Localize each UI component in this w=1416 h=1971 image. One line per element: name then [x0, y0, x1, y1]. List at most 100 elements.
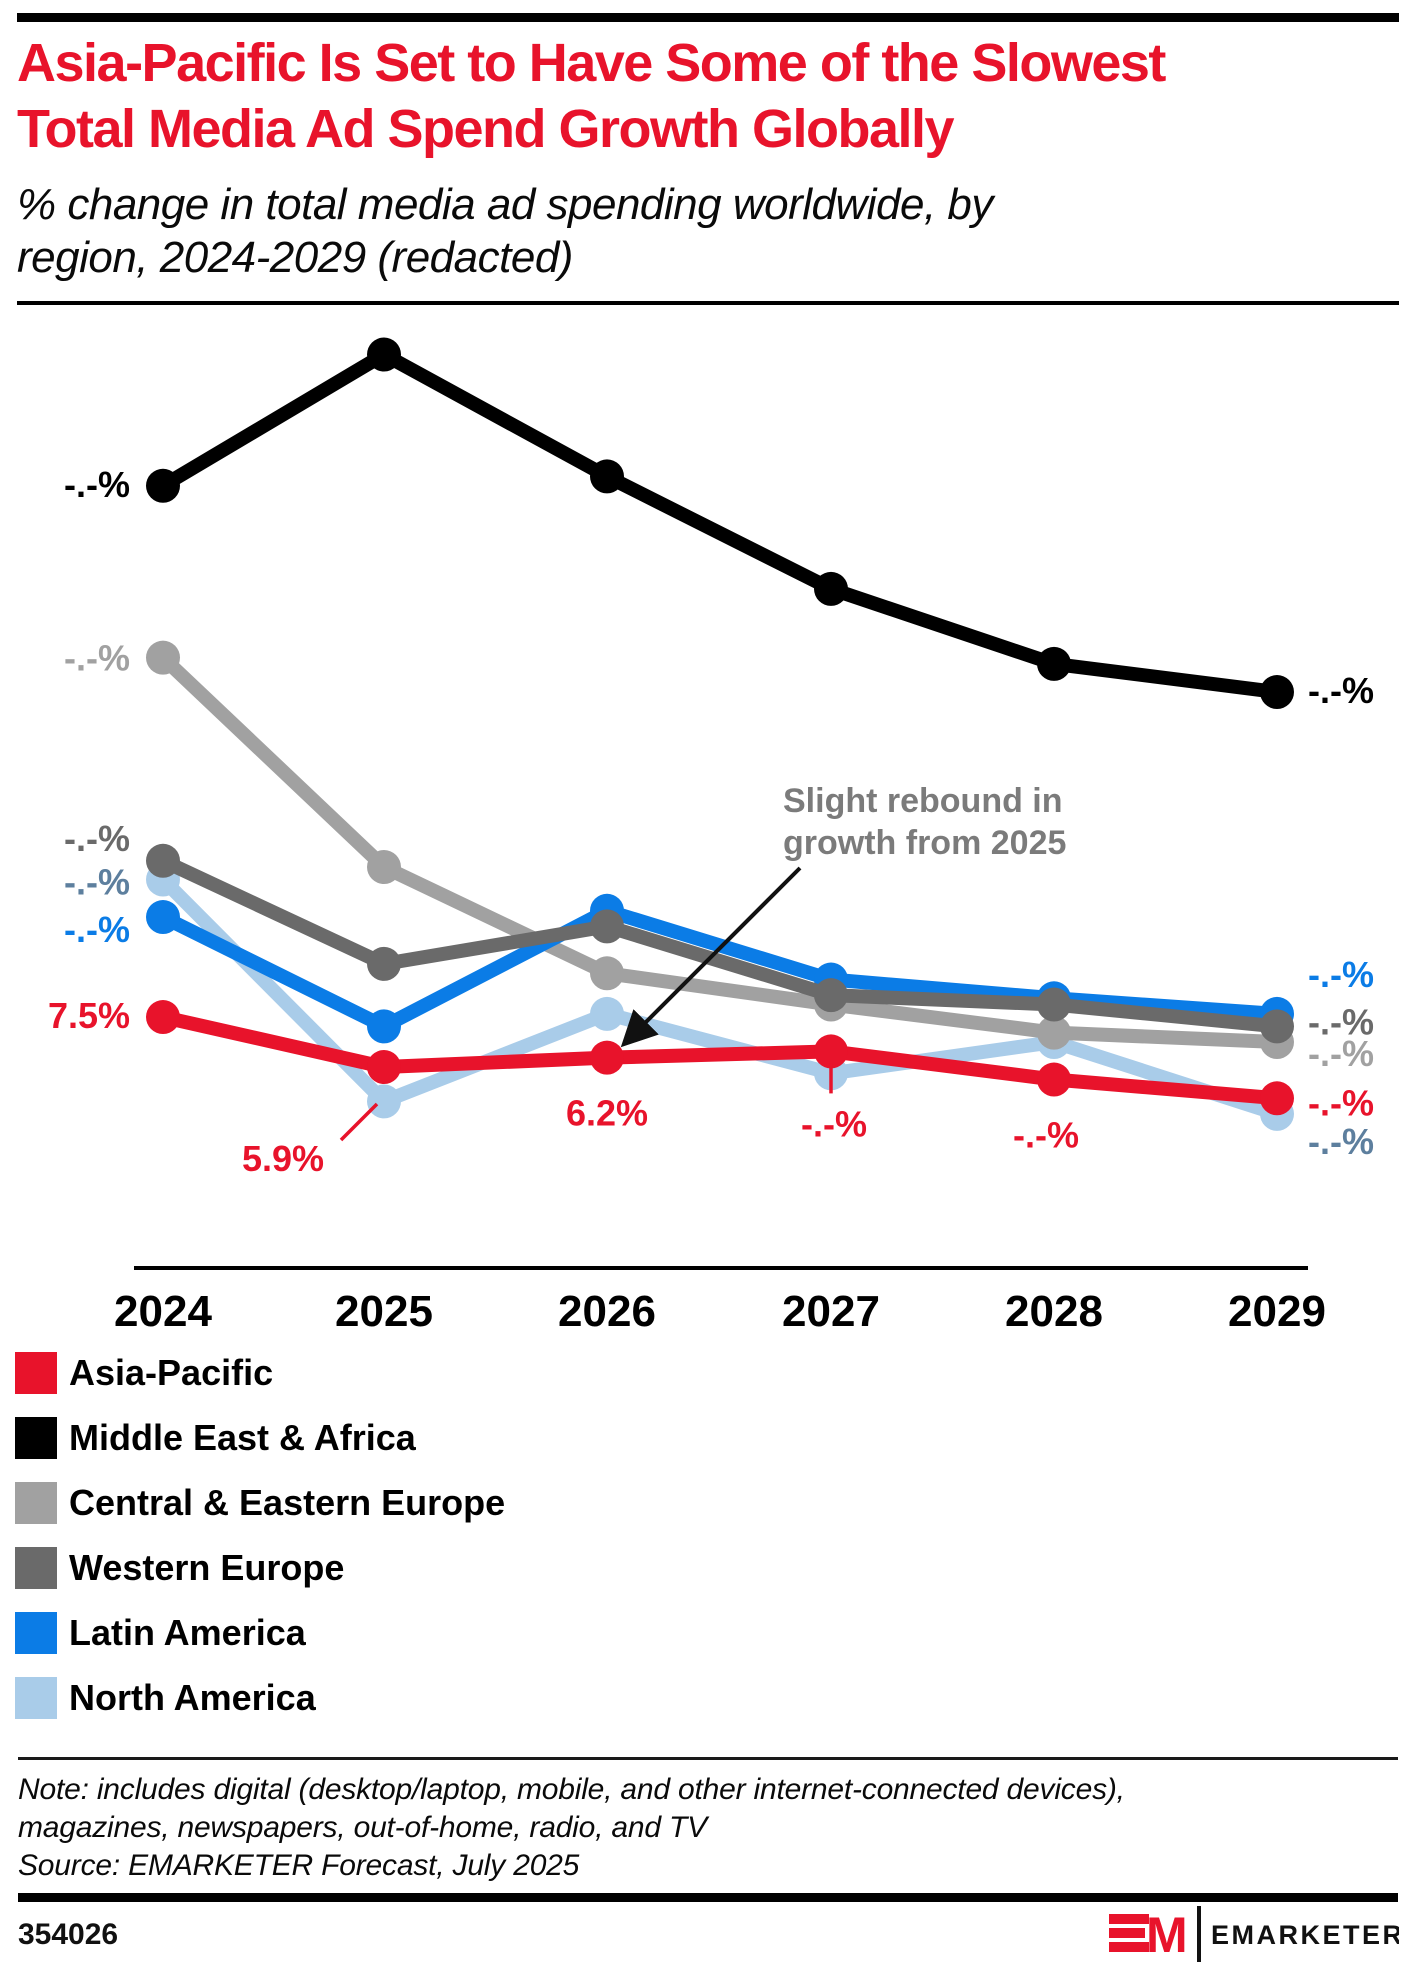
em-monogram-icon: M: [1109, 1907, 1188, 1962]
emarketer-logo-graphic: M EMARKETER: [1109, 1906, 1399, 1962]
note-block: Note: includes digital (desktop/laptop, …: [18, 1771, 1125, 1885]
legend-item-western-europe: Western Europe: [15, 1547, 505, 1589]
data-point-western-europe: [146, 843, 180, 878]
data-point-middle-east-africa: [367, 337, 401, 372]
data-point-asia-pacific: [1037, 1062, 1071, 1097]
data-point-middle-east-africa: [1037, 646, 1071, 681]
label-leader-asia-pacific: [339, 1102, 379, 1142]
legend-label: Middle East & Africa: [69, 1417, 416, 1458]
data-point-latin-america: [146, 900, 180, 935]
x-axis-tick-label: 2025: [335, 1287, 433, 1336]
chart-title: Asia-Pacific Is Set to Have Some of the …: [17, 30, 1166, 162]
chart-subtitle-line2: region, 2024-2029 (redacted): [17, 233, 573, 282]
legend: Asia-Pacific Middle East & Africa Centra…: [15, 1352, 505, 1742]
legend-label: Asia-Pacific: [69, 1352, 274, 1393]
legend-item-central-eastern-europe: Central & Eastern Europe: [15, 1482, 505, 1524]
data-point-middle-east-africa: [146, 468, 180, 503]
legend-swatch-latin-america: [15, 1612, 57, 1654]
data-point-central-eastern-europe: [367, 850, 401, 885]
legend-swatch-western-europe: [15, 1547, 57, 1589]
legend-swatch-asia-pacific: [15, 1352, 57, 1394]
x-axis-tick-label: 2029: [1228, 1287, 1326, 1336]
chart-subtitle: % change in total media ad spending worl…: [17, 178, 993, 284]
data-point-western-europe: [367, 946, 401, 981]
chart-subtitle-line1: % change in total media ad spending worl…: [17, 180, 993, 229]
legend-label: North America: [69, 1677, 316, 1718]
series-asia-pacific: 7.5%5.9%6.2% -.-% -.-%-.-%: [48, 995, 1374, 1179]
legend-item-latin-america: Latin America: [15, 1612, 505, 1654]
legend-swatch-middle-east-africa: [15, 1417, 57, 1459]
data-point-western-europe: [590, 909, 624, 944]
annotation-text-line1: Slight rebound in: [783, 782, 1063, 820]
data-point-western-europe: [1260, 1009, 1294, 1044]
data-point-asia-pacific: [367, 1050, 401, 1085]
series-line-latin-america: [156, 903, 1284, 1034]
annotation-arrow: [620, 866, 802, 1048]
chart-id: 354026: [18, 1918, 119, 1951]
x-axis-tick-label: 2027: [782, 1287, 880, 1336]
data-label-western-europe: -.-%: [1308, 1001, 1374, 1042]
line-chart: 2024 2025 2026 2027 2028 2029-.-%-.-%-.-%-.-%…: [48, 337, 1374, 1336]
data-label-north-america: -.-%: [64, 862, 130, 903]
brand-name: EMARKETER: [1211, 1920, 1399, 1950]
data-point-asia-pacific: [146, 1000, 180, 1035]
note-line2: magazines, newspapers, out-of-home, radi…: [18, 1811, 707, 1844]
data-point-north-america: [590, 996, 624, 1031]
data-label-central-eastern-europe: -.-%: [1308, 1033, 1374, 1074]
data-label-central-eastern-europe: -.-%: [64, 638, 130, 679]
data-point-western-europe: [1037, 987, 1071, 1022]
note-divider: [18, 1757, 1398, 1760]
series-line-central-eastern-europe: [156, 650, 1284, 1050]
data-point-middle-east-africa: [814, 571, 848, 606]
legend-swatch-central-eastern-europe: [15, 1482, 57, 1524]
legend-label: Central & Eastern Europe: [69, 1482, 506, 1523]
legend-label: Western Europe: [69, 1547, 345, 1588]
chart-title-line2: Total Media Ad Spend Growth Globally: [17, 99, 955, 159]
data-label-north-america: -.-%: [1308, 1121, 1374, 1162]
data-point-western-europe: [814, 978, 848, 1013]
x-axis-tick-label: 2024: [114, 1287, 212, 1336]
legend-label: Latin America: [69, 1612, 306, 1653]
annotation-slight-rebound: Slight rebound in growth from 2025: [620, 782, 1066, 1048]
data-point-north-america: [367, 1084, 401, 1119]
note-line1: Note: includes digital (desktop/laptop, …: [18, 1773, 1125, 1806]
data-label-asia-pacific: -.-%: [801, 1103, 867, 1144]
header-divider: [17, 301, 1399, 305]
data-point-middle-east-africa: [1260, 675, 1294, 710]
data-point-asia-pacific: [814, 1034, 848, 1069]
data-label-middle-east-africa: -.-%: [64, 464, 130, 505]
chart-title-line1: Asia-Pacific Is Set to Have Some of the …: [17, 33, 1166, 93]
data-label-asia-pacific: -.-%: [1013, 1115, 1079, 1156]
legend-item-asia-pacific: Asia-Pacific: [15, 1352, 505, 1394]
data-label-asia-pacific: 6.2%: [566, 1093, 648, 1134]
legend-swatch-north-america: [15, 1677, 57, 1719]
data-label-asia-pacific: 5.9%: [242, 1138, 324, 1179]
data-point-middle-east-africa: [590, 459, 624, 494]
data-point-central-eastern-europe: [590, 956, 624, 991]
series-middle-east-africa: -.-% -.-%: [64, 337, 1374, 711]
data-label-asia-pacific: -.-%: [1308, 1082, 1374, 1123]
data-point-latin-america: [367, 1009, 401, 1044]
data-point-asia-pacific: [590, 1040, 624, 1075]
series-line-middle-east-africa: [156, 347, 1284, 700]
data-point-central-eastern-europe: [1037, 1015, 1071, 1050]
data-point-central-eastern-europe: [146, 640, 180, 675]
data-label-western-europe: -.-%: [64, 818, 130, 859]
x-axis-tick-label: 2028: [1005, 1287, 1103, 1336]
source-line: Source: EMARKETER Forecast, July 2025: [18, 1849, 580, 1882]
logo-divider: [1197, 1906, 1201, 1962]
emarketer-logo: M EMARKETER: [1109, 1906, 1399, 1962]
data-label-latin-america: -.-%: [64, 909, 130, 950]
footer-divider-bar: [18, 1893, 1398, 1902]
svg-text:M: M: [1146, 1907, 1188, 1962]
top-accent-bar: [17, 13, 1399, 22]
data-label-asia-pacific: 7.5%: [48, 995, 130, 1036]
legend-item-middle-east-africa: Middle East & Africa: [15, 1417, 505, 1459]
data-label-middle-east-africa: -.-%: [1308, 670, 1374, 711]
annotation-text-line2: growth from 2025: [783, 824, 1066, 862]
data-label-latin-america: -.-%: [1308, 954, 1374, 995]
series-line-asia-pacific: [156, 1010, 1284, 1106]
x-axis-tick-label: 2026: [558, 1287, 656, 1336]
series-western-europe: -.-%-.-%: [64, 818, 1374, 1044]
